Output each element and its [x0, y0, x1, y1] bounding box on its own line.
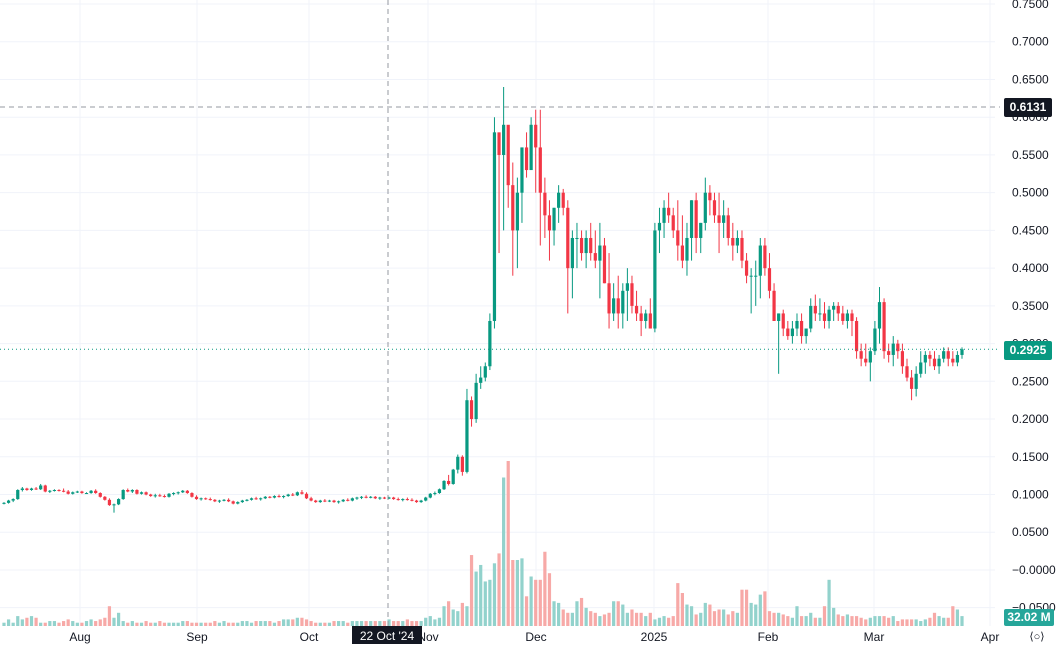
last-price-badge: 0.2925 — [1004, 341, 1052, 360]
time-tick-label: Mar — [864, 630, 885, 644]
crosshair-date-label: 22 Oct '24 — [359, 629, 415, 643]
price-tick-label: 0.7500 — [1012, 0, 1049, 11]
price-tick-label: 0.0500 — [1012, 525, 1049, 539]
time-tick-label: Apr — [981, 630, 1000, 644]
volume-bars — [2, 461, 964, 626]
price-tick-label: 0.2000 — [1012, 412, 1049, 426]
settings-icon: ⟨○⟩ — [1029, 631, 1045, 643]
price-tick-label: 0.5500 — [1012, 148, 1049, 162]
price-axis[interactable]: 0.75000.70000.65000.60000.55000.50000.45… — [1012, 0, 1056, 615]
chart-overlays — [0, 0, 1000, 626]
chart-settings-button[interactable]: ⟨○⟩ — [1026, 630, 1048, 644]
last-price-label: 0.2925 — [1009, 343, 1047, 357]
crosshair-date-badge: 22 Oct '24 — [352, 626, 422, 644]
price-tick-label: 0.7000 — [1012, 35, 1049, 49]
crosshair-price-badge: 0.6131 — [1004, 98, 1052, 117]
time-tick-label: Sep — [186, 630, 208, 644]
volume-badge: 32.02 M — [1004, 609, 1054, 626]
time-tick-label: Feb — [758, 630, 779, 644]
price-tick-label: 0.1000 — [1012, 487, 1049, 501]
price-tick-label: 0.2500 — [1012, 374, 1049, 388]
crosshair-price-label: 0.6131 — [1009, 100, 1047, 114]
time-axis[interactable]: Aug Sep Oct Nov Dec 2025 Feb Mar Apr — [69, 630, 999, 644]
time-tick-label: Oct — [300, 630, 319, 644]
grid-lines — [0, 0, 995, 626]
price-tick-label: 0.6500 — [1012, 72, 1049, 86]
time-tick-label: Nov — [417, 630, 438, 644]
time-tick-label: 2025 — [641, 630, 668, 644]
price-tick-label: 0.5000 — [1012, 186, 1049, 200]
volume-label: 32.02 M — [1007, 610, 1051, 624]
price-tick-label: 0.1500 — [1012, 450, 1049, 464]
price-candles — [2, 87, 964, 513]
time-tick-label: Aug — [69, 630, 90, 644]
price-tick-label: 0.3500 — [1012, 299, 1049, 313]
price-tick-label: 0.4500 — [1012, 223, 1049, 237]
time-tick-label: Dec — [525, 630, 546, 644]
price-tick-label: −0.0000 — [1012, 563, 1056, 577]
price-tick-label: 0.4000 — [1012, 261, 1049, 275]
